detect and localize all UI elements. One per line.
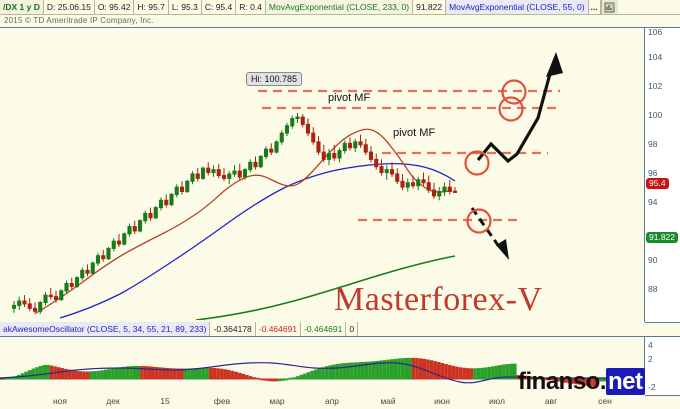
price-tick-98: 98 [648, 139, 658, 149]
ohlc-low: L: 95.3 [169, 0, 202, 14]
chart-header-bar: /DX 1 y D D: 25.06.15 O: 95.42 H: 95.7 L… [0, 0, 680, 15]
study-ema233-value: 91.822 [413, 0, 447, 14]
date-tick-mar: мар [269, 396, 285, 406]
ohlc-high: H: 95.7 [134, 0, 169, 14]
candlestick-series [11, 112, 458, 315]
date-tick-may: май [380, 396, 396, 406]
projection-down-arrow [470, 207, 502, 249]
ohlc-date: D: 25.06.15 [44, 0, 95, 14]
study-ema55-label[interactable]: MovAvgExponential (CLOSE, 55, 0) [446, 0, 589, 14]
oscillator-value-1: -0.364178 [210, 322, 256, 336]
header-overflow-button[interactable]: ... [589, 0, 601, 14]
osc-tick-2: 2 [648, 354, 653, 364]
date-tick-jun: июн [434, 396, 450, 406]
signal-circle-upper-2 [498, 96, 524, 122]
high-tooltip: Hi: 100.785 [246, 72, 303, 86]
ema-55-line [59, 162, 456, 319]
watermark-finanso-main: finanso. [518, 368, 607, 395]
watermark-finanso-tld: net [606, 368, 645, 395]
copyright-text: 2015 © TD Ameritrade IP Company, Inc. [4, 16, 154, 25]
date-axis[interactable]: ноя дек 15 фев мар апр май июн июл авг с… [0, 394, 645, 409]
study-ema233-label[interactable]: MovAvgExponential (CLOSE, 233, 0) [265, 0, 414, 14]
ohlc-range: R: 0.4 [236, 0, 266, 14]
price-tick-102: 102 [648, 81, 663, 91]
date-tick-sep: сен [598, 396, 612, 406]
date-tick-nov: ноя [52, 396, 68, 406]
ema-value-badge: 91.822 [646, 232, 678, 243]
date-tick-feb: фев [213, 396, 231, 406]
date-tick-dec: дек [106, 396, 120, 406]
osc-tick-4: 4 [648, 340, 653, 350]
price-axis[interactable]: 106 104 102 100 98 96 95.4 94 91.822 90 … [644, 27, 680, 323]
price-tick-100: 100 [648, 110, 663, 120]
symbol-label[interactable]: /DX 1 y D [0, 0, 44, 14]
oscillator-pane[interactable] [0, 336, 646, 396]
projection-up-arrowhead [546, 52, 563, 77]
oscillator-signal-line [0, 362, 643, 384]
oscillator-title[interactable]: akAwesomeOscillator (CLOSE, 5, 34, 55, 2… [0, 322, 211, 336]
signal-circle-middle [464, 150, 490, 176]
oscillator-axis[interactable]: 4 2 -2 [644, 336, 680, 396]
date-tick-jul: июл [489, 396, 505, 406]
projection-down-arrowhead [496, 239, 509, 260]
date-tick-apr: апр [324, 396, 340, 406]
projection-up-arrow [476, 69, 553, 164]
price-chart-canvas [0, 28, 643, 320]
last-price-badge: 95.4 [646, 178, 669, 189]
oscillator-histogram [6, 357, 640, 387]
ema-233-line [195, 255, 456, 320]
date-tick-15: 15 [160, 396, 170, 406]
watermark-masterforex: Masterforex-V [334, 281, 543, 318]
price-tick-106: 106 [648, 27, 663, 37]
oscillator-value-2: -0.464691 [256, 322, 302, 336]
date-tick-aug: авг [544, 396, 558, 406]
signal-circle-lower [466, 208, 492, 234]
pivot-label-lower: pivot MF [393, 127, 436, 139]
price-tick-94: 94 [648, 197, 658, 207]
price-tick-104: 104 [648, 52, 663, 62]
ohlc-open: O: 95.42 [95, 0, 135, 14]
oscillator-canvas [0, 337, 643, 393]
ohlc-close: C: 95.4 [202, 0, 237, 14]
oscillator-value-3: -0.464691 [301, 322, 347, 336]
price-tick-96: 96 [648, 168, 658, 178]
oscillator-header: akAwesomeOscillator (CLOSE, 5, 34, 55, 2… [0, 322, 645, 337]
pivot-label-upper: pivot MF [328, 92, 371, 104]
chart-settings-icon[interactable] [600, 0, 618, 14]
price-chart-pane[interactable] [0, 27, 646, 323]
osc-tick-m2: -2 [648, 382, 656, 392]
price-tick-90: 90 [648, 255, 658, 265]
price-tick-88: 88 [648, 284, 658, 294]
watermark-finanso: finanso.net [518, 368, 645, 396]
signal-circle-upper-1 [501, 79, 527, 105]
oscillator-value-4: 0 [346, 322, 359, 336]
ema-fast-line [35, 128, 453, 314]
